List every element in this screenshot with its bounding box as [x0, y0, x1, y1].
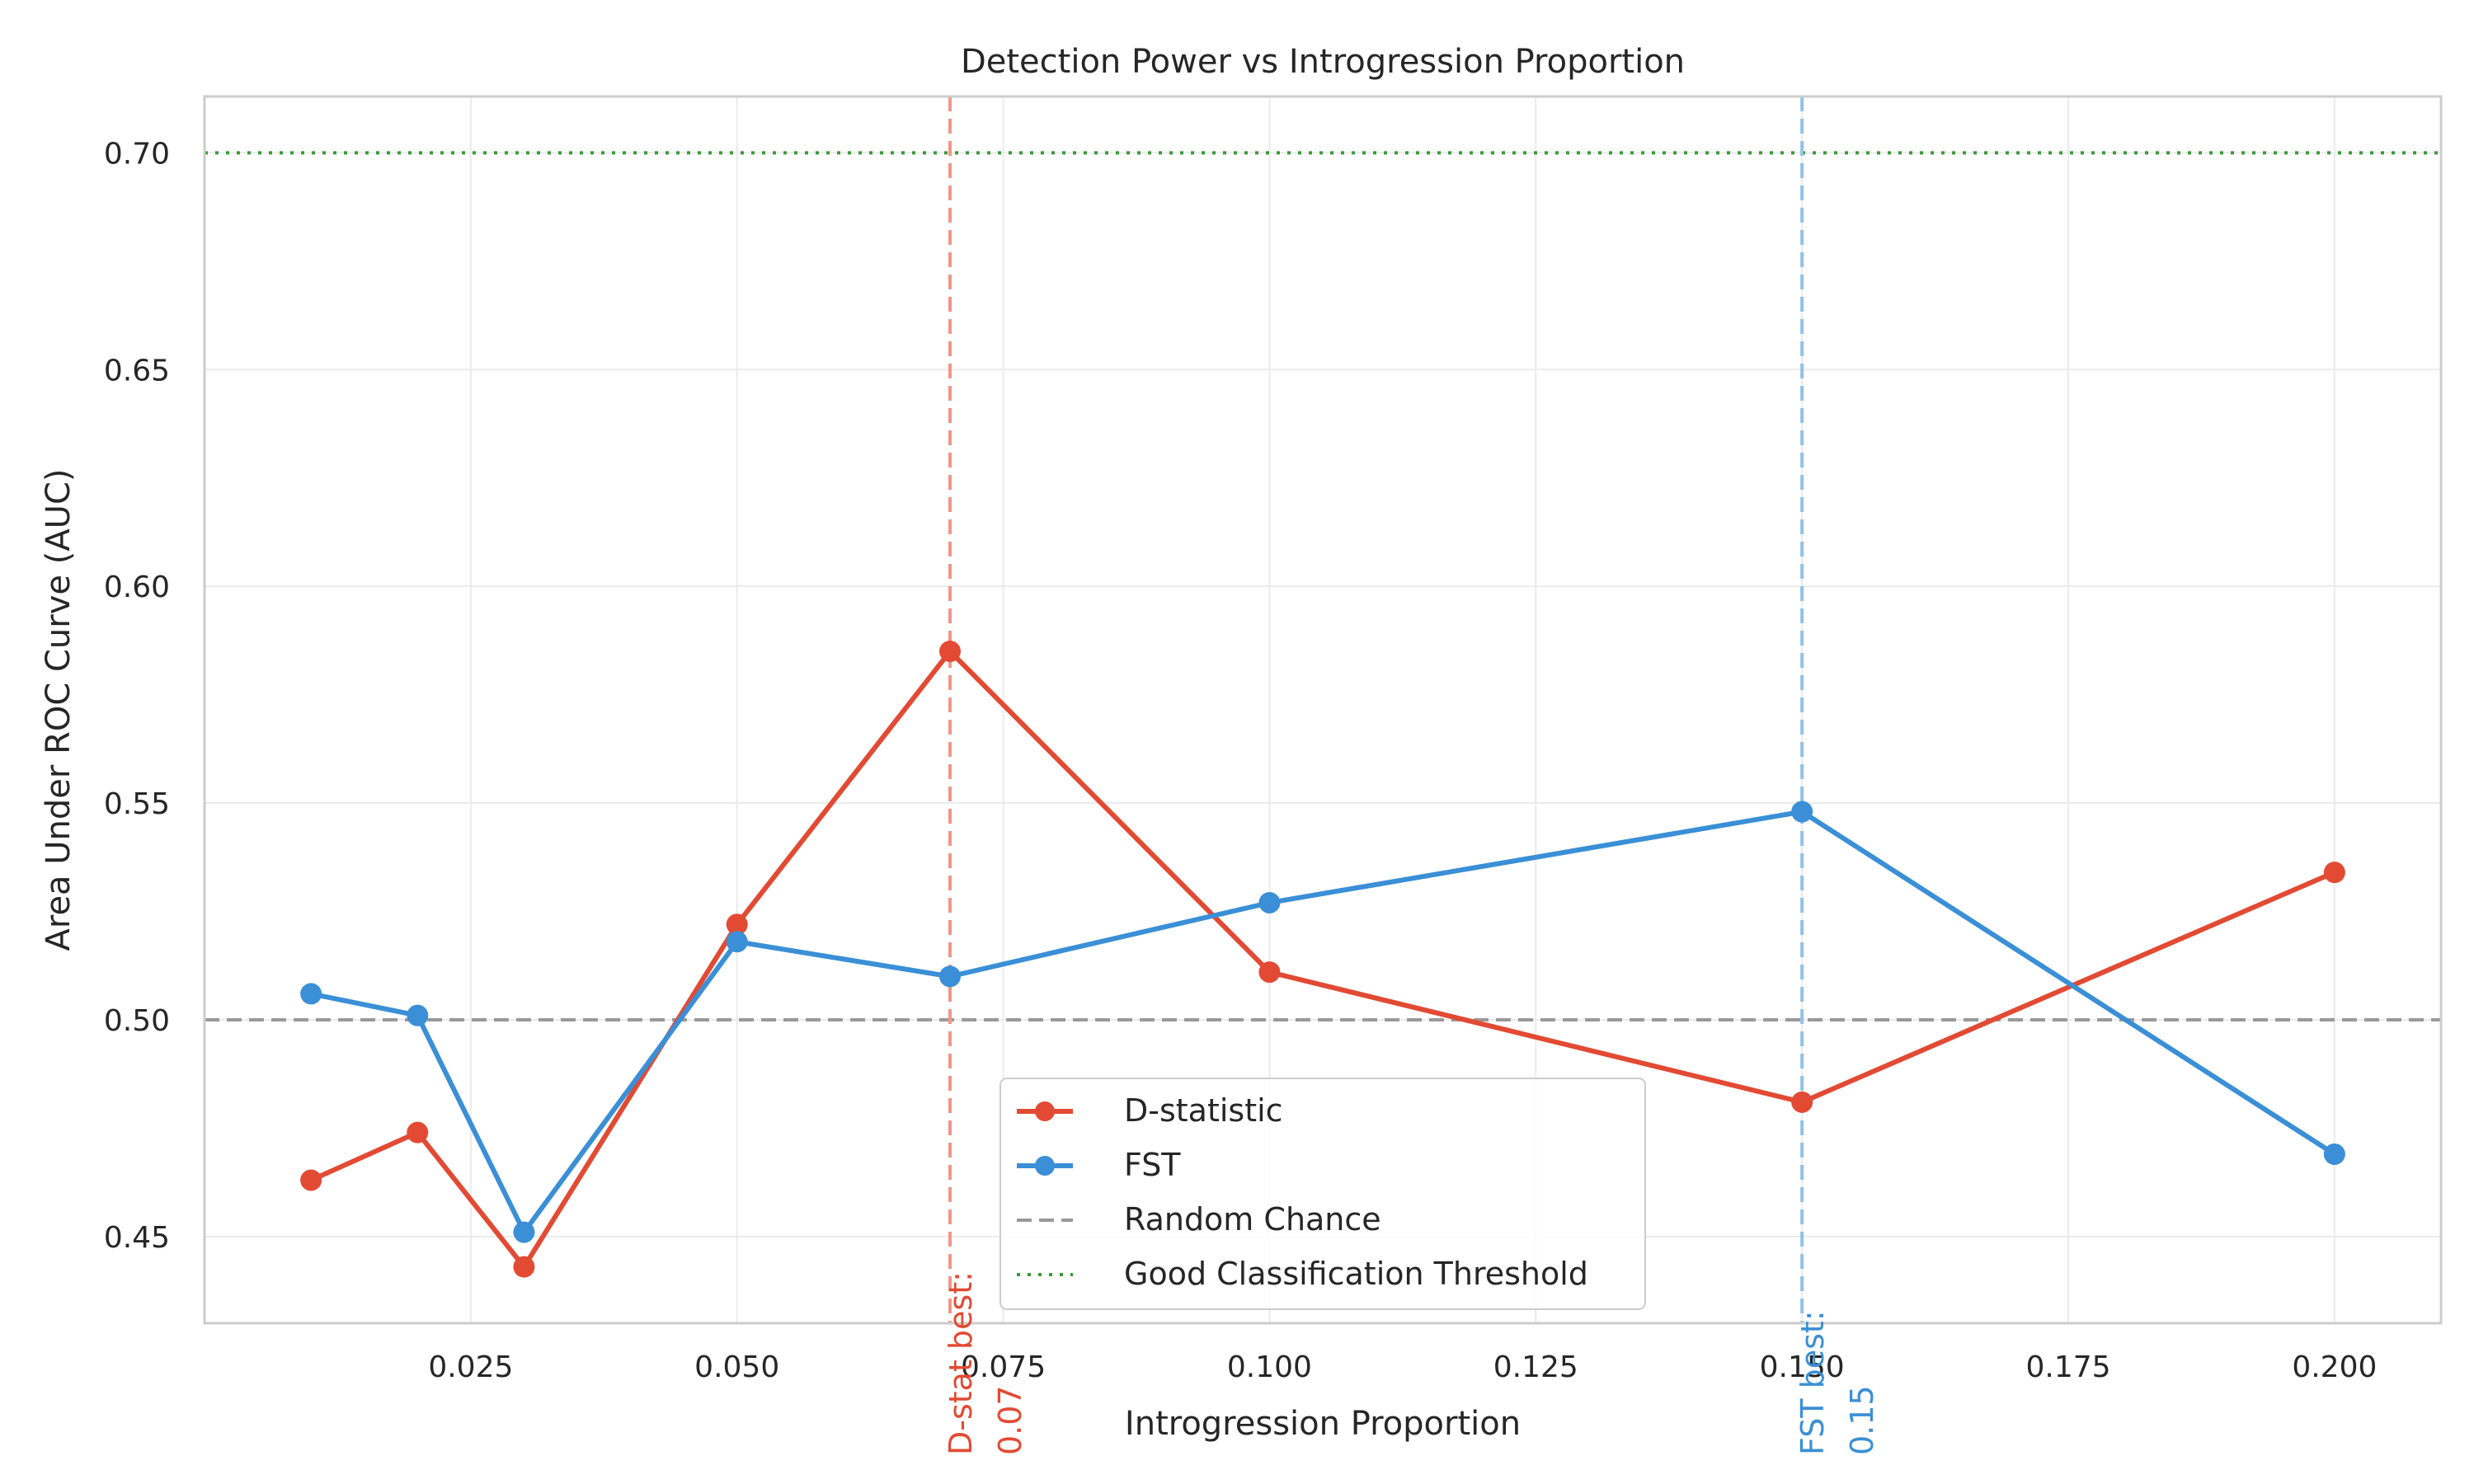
annotations: D-stat best: 0.07 FST best: 0.15: [943, 1271, 1880, 1455]
x-tick-label-0: 0.025: [428, 1350, 513, 1384]
point-fst-2: [513, 1221, 535, 1243]
point-d-statistic-2: [513, 1256, 535, 1278]
legend-label-d-statistic: D-statistic: [1124, 1092, 1283, 1129]
point-d-statistic-6: [1791, 1091, 1813, 1113]
point-fst-1: [407, 1004, 429, 1026]
point-fst-6: [1791, 801, 1813, 823]
best-annotation-line1-2: D-stat best:: [943, 1271, 979, 1455]
best-annotation-line2-3: 0.15: [1844, 1385, 1880, 1455]
point-fst-7: [2323, 1143, 2345, 1165]
y-tick-label-1: 0.50: [104, 1004, 170, 1038]
best-annotation-3: FST best: 0.15: [1794, 1310, 1880, 1455]
point-fst-3: [726, 931, 748, 953]
reference-lines: [205, 96, 2441, 1323]
x-tick-label-2: 0.075: [961, 1350, 1046, 1384]
best-annotation-line1-3: FST best:: [1794, 1310, 1831, 1455]
y-tick-label-4: 0.65: [104, 354, 170, 387]
series-line-d-statistic: [309, 649, 2336, 1270]
y-tick-label-0: 0.45: [104, 1221, 170, 1255]
y-tick-label-2: 0.55: [104, 787, 170, 821]
y-tick-label-5: 0.70: [104, 137, 170, 171]
x-tick-label-5: 0.150: [1760, 1350, 1845, 1384]
x-tick-label-1: 0.050: [694, 1350, 779, 1384]
point-d-statistic-0: [300, 1169, 322, 1191]
y-tick-label-3: 0.60: [104, 571, 170, 604]
x-tick-label-6: 0.175: [2025, 1350, 2110, 1384]
y-axis-label: Area Under ROC Curve (AUC): [40, 469, 78, 951]
point-d-statistic-3: [726, 913, 748, 936]
legend-label-good-classification-threshold: Good Classification Threshold: [1124, 1256, 1588, 1292]
legend-label-fst: FST: [1124, 1147, 1181, 1183]
plot-frame: [203, 95, 2443, 1325]
point-d-statistic-1: [407, 1121, 429, 1144]
point-d-statistic-5: [1258, 961, 1281, 984]
legend-label-random-chance: Random Chance: [1124, 1201, 1381, 1237]
legend-marker-fst: [1035, 1156, 1055, 1176]
point-d-statistic-4: [939, 641, 961, 663]
x-axis-label: Introgression Proportion: [1125, 1405, 1521, 1443]
point-fst-5: [1258, 891, 1281, 913]
best-annotation-line2-2: 0.07: [992, 1385, 1028, 1455]
series-line-fst: [310, 809, 2336, 1235]
legend-marker-d-statistic: [1035, 1101, 1055, 1121]
legend-box: [999, 1078, 1646, 1310]
best-annotation-2: D-stat best: 0.07: [943, 1271, 1028, 1455]
x-tick-label-3: 0.100: [1227, 1350, 1312, 1384]
series-group: [300, 641, 2345, 1278]
point-fst-0: [300, 983, 322, 1005]
y-tick-labels: 0.45 0.50 0.55 0.60 0.65 0.70: [104, 137, 170, 1254]
point-fst-4: [939, 965, 961, 988]
x-tick-label-7: 0.200: [2292, 1350, 2377, 1384]
x-tick-label-4: 0.125: [1493, 1350, 1578, 1384]
legend: D-statistic FST Random Chance Good Classifi…: [999, 1078, 1646, 1310]
point-d-statistic-7: [2323, 862, 2345, 884]
x-tick-labels: 0.025 0.050 0.075 0.100 0.125 0.150 0.175 0.200: [428, 1350, 2377, 1384]
chart-title: Detection Power vs Introgression Proport…: [961, 43, 1685, 81]
